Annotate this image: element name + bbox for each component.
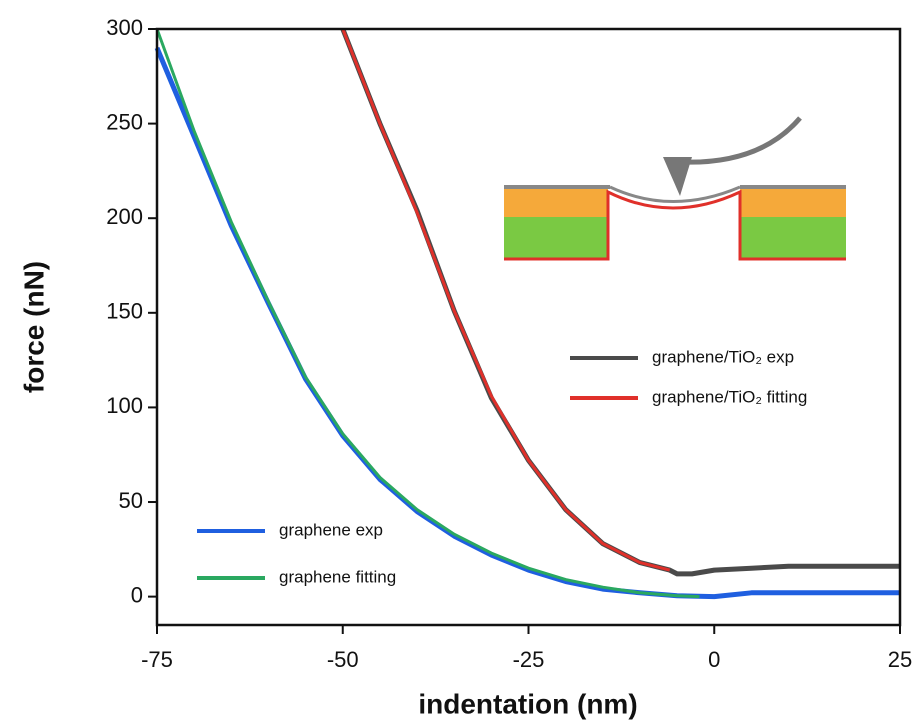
x-axis-label: indentation (nm) (418, 688, 637, 719)
y-tick-label: 300 (106, 15, 143, 40)
x-tick-label: -75 (141, 647, 173, 672)
y-tick-label: 0 (131, 582, 143, 607)
legend-label: graphene exp (279, 520, 383, 539)
layer-oxide (740, 189, 846, 217)
x-tick-label: 25 (888, 647, 912, 672)
y-tick-label: 50 (119, 488, 143, 513)
y-tick-label: 150 (106, 299, 143, 324)
x-tick-label: -50 (327, 647, 359, 672)
membrane (609, 185, 741, 203)
series-line (155, 28, 700, 599)
plot-frame (155, 27, 902, 627)
series-line (340, 28, 900, 577)
y-axis-label: force (nN) (18, 261, 49, 393)
y-tick-label: 200 (106, 204, 143, 229)
legend-label: graphene/TiO₂ fitting (652, 387, 807, 406)
outline (504, 189, 846, 261)
x-tick-label: -25 (513, 647, 545, 672)
legend-label: graphene fitting (279, 567, 396, 586)
layer-oxide (504, 189, 608, 217)
series-line (341, 28, 671, 572)
y-tick-label: 100 (106, 393, 143, 418)
cantilever (679, 116, 802, 165)
y-tick-label: 250 (106, 109, 143, 134)
afm-tip (663, 157, 692, 196)
x-tick-label: 0 (708, 647, 720, 672)
layer-substrate (504, 217, 608, 259)
legend-label: graphene/TiO₂ exp (652, 347, 794, 366)
layer-substrate (740, 217, 846, 259)
inset-diagram (504, 116, 846, 261)
